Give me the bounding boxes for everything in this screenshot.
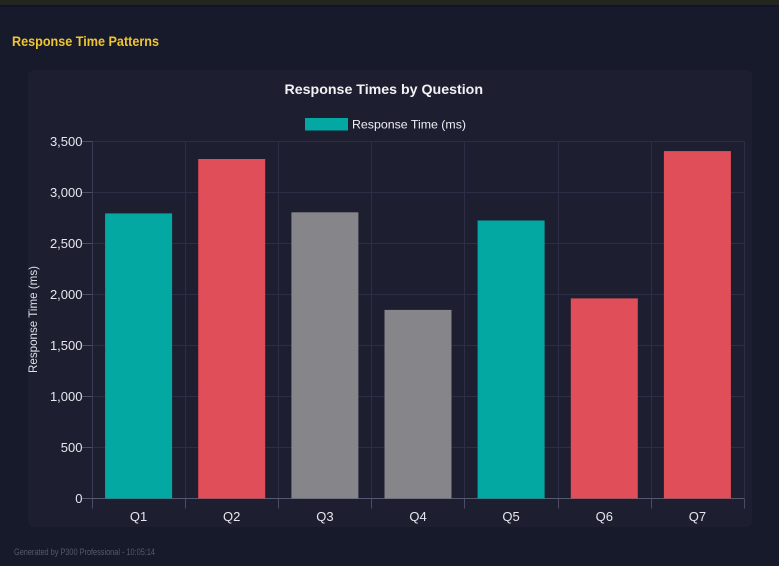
svg-text:Response Times by Question: Response Times by Question [285,81,484,97]
svg-text:Q4: Q4 [409,509,426,524]
svg-text:0: 0 [75,491,82,506]
svg-text:Q7: Q7 [689,509,706,524]
svg-text:3,500: 3,500 [50,134,83,149]
svg-text:Response Time (ms): Response Time (ms) [352,118,466,132]
svg-text:1,000: 1,000 [50,389,83,404]
svg-text:Response Time (ms): Response Time (ms) [26,266,40,373]
svg-text:Generated by P300 Professional: Generated by P300 Professional - 10:05:1… [14,547,155,557]
svg-text:Q5: Q5 [502,509,519,524]
svg-text:Q1: Q1 [130,509,147,524]
svg-text:Response Time Patterns: Response Time Patterns [12,33,159,49]
svg-text:500: 500 [61,440,83,455]
svg-text:Q3: Q3 [316,509,333,524]
svg-text:Q2: Q2 [223,509,240,524]
svg-text:1,500: 1,500 [50,338,83,353]
svg-text:2,000: 2,000 [50,287,83,302]
svg-text:3,000: 3,000 [50,185,83,200]
svg-text:Q6: Q6 [596,509,613,524]
svg-text:2,500: 2,500 [50,236,83,251]
